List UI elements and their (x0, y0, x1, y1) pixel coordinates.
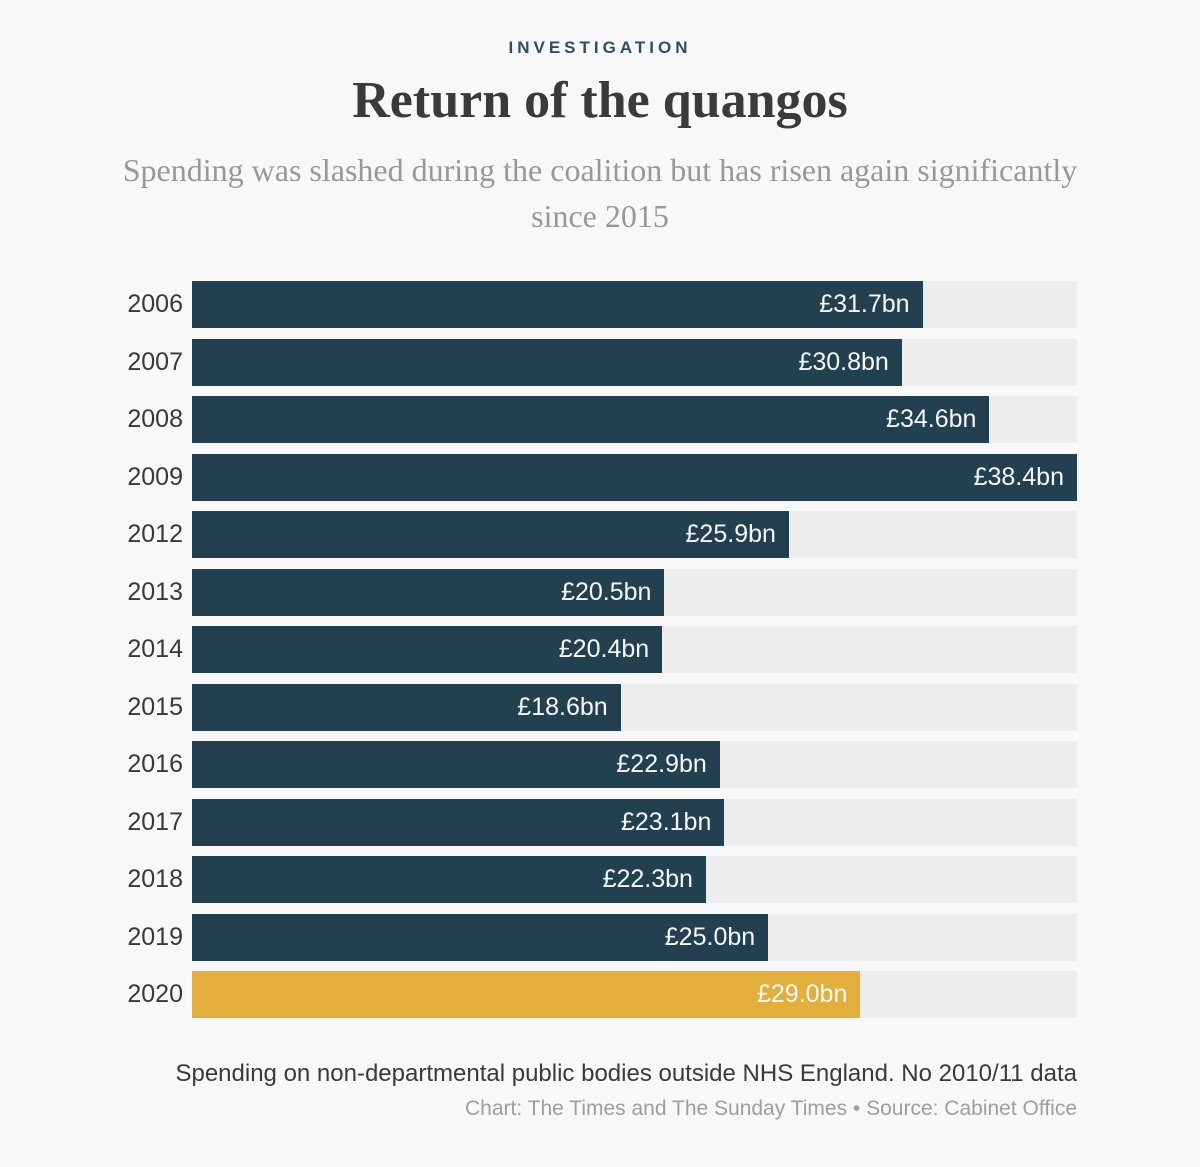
bar: £25.0bn (192, 913, 769, 961)
bar-row: 2008 £34.6bn (0, 396, 1200, 444)
kicker-label: INVESTIGATION (508, 38, 692, 57)
bar-track: £31.7bn (192, 281, 1077, 329)
bar: £38.4bn (192, 453, 1077, 501)
bar-value-label: £29.0bn (756, 980, 848, 1009)
year-label: 2018 (127, 865, 183, 894)
year-label: 2014 (127, 635, 183, 664)
year-label: 2012 (127, 520, 183, 549)
bar-row: 2014 £20.4bn (0, 626, 1200, 674)
bar-row: 2012 £25.9bn (0, 511, 1200, 559)
chart-credit: Chart: The Times and The Sunday Times • … (465, 1097, 1077, 1121)
year-label: 2015 (127, 692, 183, 721)
bar-value-label: £38.4bn (973, 462, 1064, 491)
bar-value-label: £23.1bn (621, 807, 712, 836)
chart-footer: Spending on non-departmental public bodi… (0, 1060, 1077, 1121)
bar-row: 2016 £22.9bn (0, 741, 1200, 789)
bar-track: £29.0bn (192, 971, 1077, 1019)
bar: £29.0bn (192, 971, 861, 1019)
bar-track: £23.1bn (192, 798, 1077, 846)
bar-value-label: £22.3bn (602, 865, 693, 894)
bar: £18.6bn (192, 683, 621, 731)
bar-row: 2007 £30.8bn (0, 338, 1200, 386)
bar: £31.7bn (192, 281, 923, 329)
bar-track: £30.8bn (192, 338, 1077, 386)
bar-value-label: £25.9bn (685, 520, 776, 549)
year-label: 2017 (127, 807, 183, 836)
bar-row: 2015 £18.6bn (0, 683, 1200, 731)
bar-chart: 2006 £31.7bn 2007 £30.8bn 2008 £34.6bn 2… (0, 281, 1200, 1019)
bar-row: 2018 £22.3bn (0, 856, 1200, 904)
year-label: 2009 (127, 462, 183, 491)
bar-row: 2020 £29.0bn (0, 971, 1200, 1019)
bar: £22.3bn (192, 856, 706, 904)
bar-row: 2006 £31.7bn (0, 281, 1200, 329)
bar-track: £20.5bn (192, 568, 1077, 616)
chart-footnote: Spending on non-departmental public bodi… (175, 1060, 1077, 1088)
bar-value-label: £30.8bn (798, 347, 889, 376)
chart-subtitle: Spending was slashed during the coalitio… (122, 151, 1078, 234)
year-label: 2013 (127, 577, 183, 606)
bar-track: £34.6bn (192, 396, 1077, 444)
bar-value-label: £20.4bn (558, 635, 650, 664)
bar-value-label: £18.6bn (517, 692, 608, 721)
bar-track: £38.4bn (192, 453, 1077, 501)
bar-track: £25.9bn (192, 511, 1077, 559)
year-label: 2016 (127, 750, 183, 779)
bar-value-label: £25.0bn (664, 922, 756, 951)
bar-row: 2009 £38.4bn (0, 453, 1200, 501)
bar-track: £18.6bn (192, 683, 1077, 731)
bar-row: 2019 £25.0bn (0, 913, 1200, 961)
bar: £20.4bn (192, 626, 663, 674)
bar: £23.1bn (192, 798, 725, 846)
bar-value-label: £20.5bn (561, 577, 652, 606)
bar-track: £22.9bn (192, 741, 1077, 789)
bar-value-label: £34.6bn (886, 405, 977, 434)
bar: £20.5bn (192, 568, 665, 616)
bar-track: £20.4bn (192, 626, 1077, 674)
bar: £34.6bn (192, 396, 990, 444)
year-label: 2019 (127, 922, 183, 951)
year-label: 2006 (127, 290, 183, 319)
year-label: 2007 (127, 347, 183, 376)
bar-value-label: £22.9bn (616, 750, 707, 779)
year-label: 2008 (127, 405, 183, 434)
bar-track: £25.0bn (192, 913, 1077, 961)
bar: £30.8bn (192, 338, 902, 386)
bar-row: 2017 £23.1bn (0, 798, 1200, 846)
bar-value-label: £31.7bn (819, 290, 910, 319)
year-label: 2020 (127, 980, 183, 1009)
bar-track: £22.3bn (192, 856, 1077, 904)
bar: £22.9bn (192, 741, 720, 789)
bar-row: 2013 £20.5bn (0, 568, 1200, 616)
page-title: Return of the quangos (352, 72, 848, 129)
bar: £25.9bn (192, 511, 789, 559)
